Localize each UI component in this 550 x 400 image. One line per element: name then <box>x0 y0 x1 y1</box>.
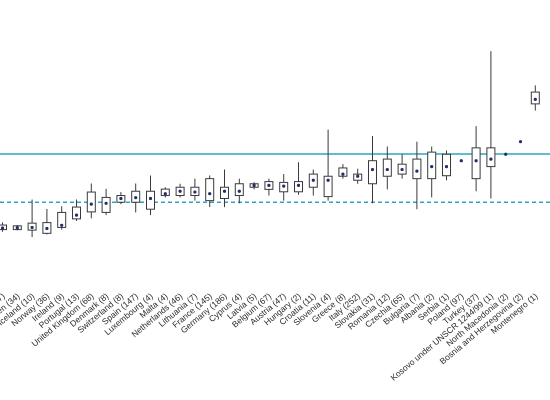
box-27 <box>397 154 407 179</box>
median-point <box>60 223 64 227</box>
box-33 <box>486 51 496 199</box>
median-point <box>45 226 49 231</box>
median-point <box>178 189 182 193</box>
box-32 <box>471 126 481 192</box>
box-6 <box>86 183 96 219</box>
box-17 <box>249 182 259 190</box>
x-axis-tick-labels: Finland (27)Sweden (34)Iceland (10)Norwa… <box>0 291 540 383</box>
median-point <box>208 192 212 196</box>
median-point <box>504 152 508 156</box>
box-34 <box>504 152 508 156</box>
box-0 <box>0 222 7 232</box>
box-3 <box>42 208 52 235</box>
box-iqr <box>412 158 422 180</box>
median-point <box>518 140 523 144</box>
box-2 <box>27 199 37 238</box>
median-point <box>15 226 19 230</box>
box-iqr <box>323 175 333 198</box>
median-point <box>489 157 493 161</box>
box-iqr <box>57 211 67 228</box>
median-point <box>237 189 241 193</box>
median-point <box>415 169 419 173</box>
box-iqr <box>72 206 81 220</box>
box-31 <box>459 159 463 163</box>
box-30 <box>442 150 451 181</box>
box-18 <box>264 178 274 196</box>
reference-lines <box>0 153 550 203</box>
median-point <box>326 178 330 182</box>
box-iqr <box>368 160 377 185</box>
box-1 <box>12 225 22 231</box>
box-iqr <box>205 178 215 202</box>
box-4 <box>57 206 67 230</box>
median-point <box>267 183 271 187</box>
box-19 <box>279 174 289 201</box>
box-iqr <box>442 153 451 177</box>
box-13 <box>190 178 200 201</box>
median-point <box>89 202 93 206</box>
box-11 <box>160 187 170 198</box>
box-iqr <box>471 147 481 180</box>
box-8 <box>116 192 126 205</box>
median-point <box>222 189 227 193</box>
box-25 <box>368 136 377 204</box>
box-24 <box>353 168 363 184</box>
median-point <box>0 226 5 230</box>
median-point <box>163 192 167 196</box>
median-point <box>370 167 375 172</box>
median-point <box>444 164 449 169</box>
box-26 <box>382 146 392 190</box>
box-9 <box>131 183 141 213</box>
box-iqr <box>220 186 229 199</box>
box-7 <box>101 188 111 216</box>
box-iqr <box>486 147 496 168</box>
box-22 <box>323 129 333 201</box>
median-point <box>296 183 301 187</box>
median-point <box>74 213 79 217</box>
box-23 <box>338 164 348 179</box>
median-point <box>148 196 153 201</box>
box-16 <box>234 178 244 204</box>
median-point <box>341 172 345 176</box>
median-point <box>474 159 478 163</box>
box-21 <box>308 169 318 196</box>
median-point <box>252 183 256 187</box>
box-iqr <box>338 167 348 177</box>
median-point <box>459 159 463 163</box>
box-iqr <box>382 158 392 177</box>
box-14 <box>205 175 215 208</box>
box-15 <box>220 169 229 208</box>
box-iqr <box>146 190 155 210</box>
box-5 <box>72 199 81 221</box>
box-29 <box>427 146 437 198</box>
median-point <box>311 178 315 182</box>
boxplot-series <box>0 51 540 238</box>
median-point <box>400 167 404 172</box>
median-point <box>193 190 197 194</box>
box-35 <box>518 140 523 144</box>
median-point <box>385 167 389 172</box>
box-36 <box>530 85 540 111</box>
median-point <box>119 196 123 201</box>
median-point <box>104 201 108 205</box>
median-point <box>356 174 360 178</box>
box-28 <box>412 141 422 210</box>
box-iqr <box>234 183 244 197</box>
box-iqr <box>86 191 96 213</box>
median-point <box>430 164 434 169</box>
box-20 <box>294 162 303 195</box>
median-point <box>282 184 286 188</box>
box-10 <box>146 175 155 216</box>
box-iqr <box>101 196 111 213</box>
median-point <box>30 225 34 230</box>
box-12 <box>175 183 185 198</box>
median-point <box>134 196 138 200</box>
median-point <box>533 97 537 101</box>
